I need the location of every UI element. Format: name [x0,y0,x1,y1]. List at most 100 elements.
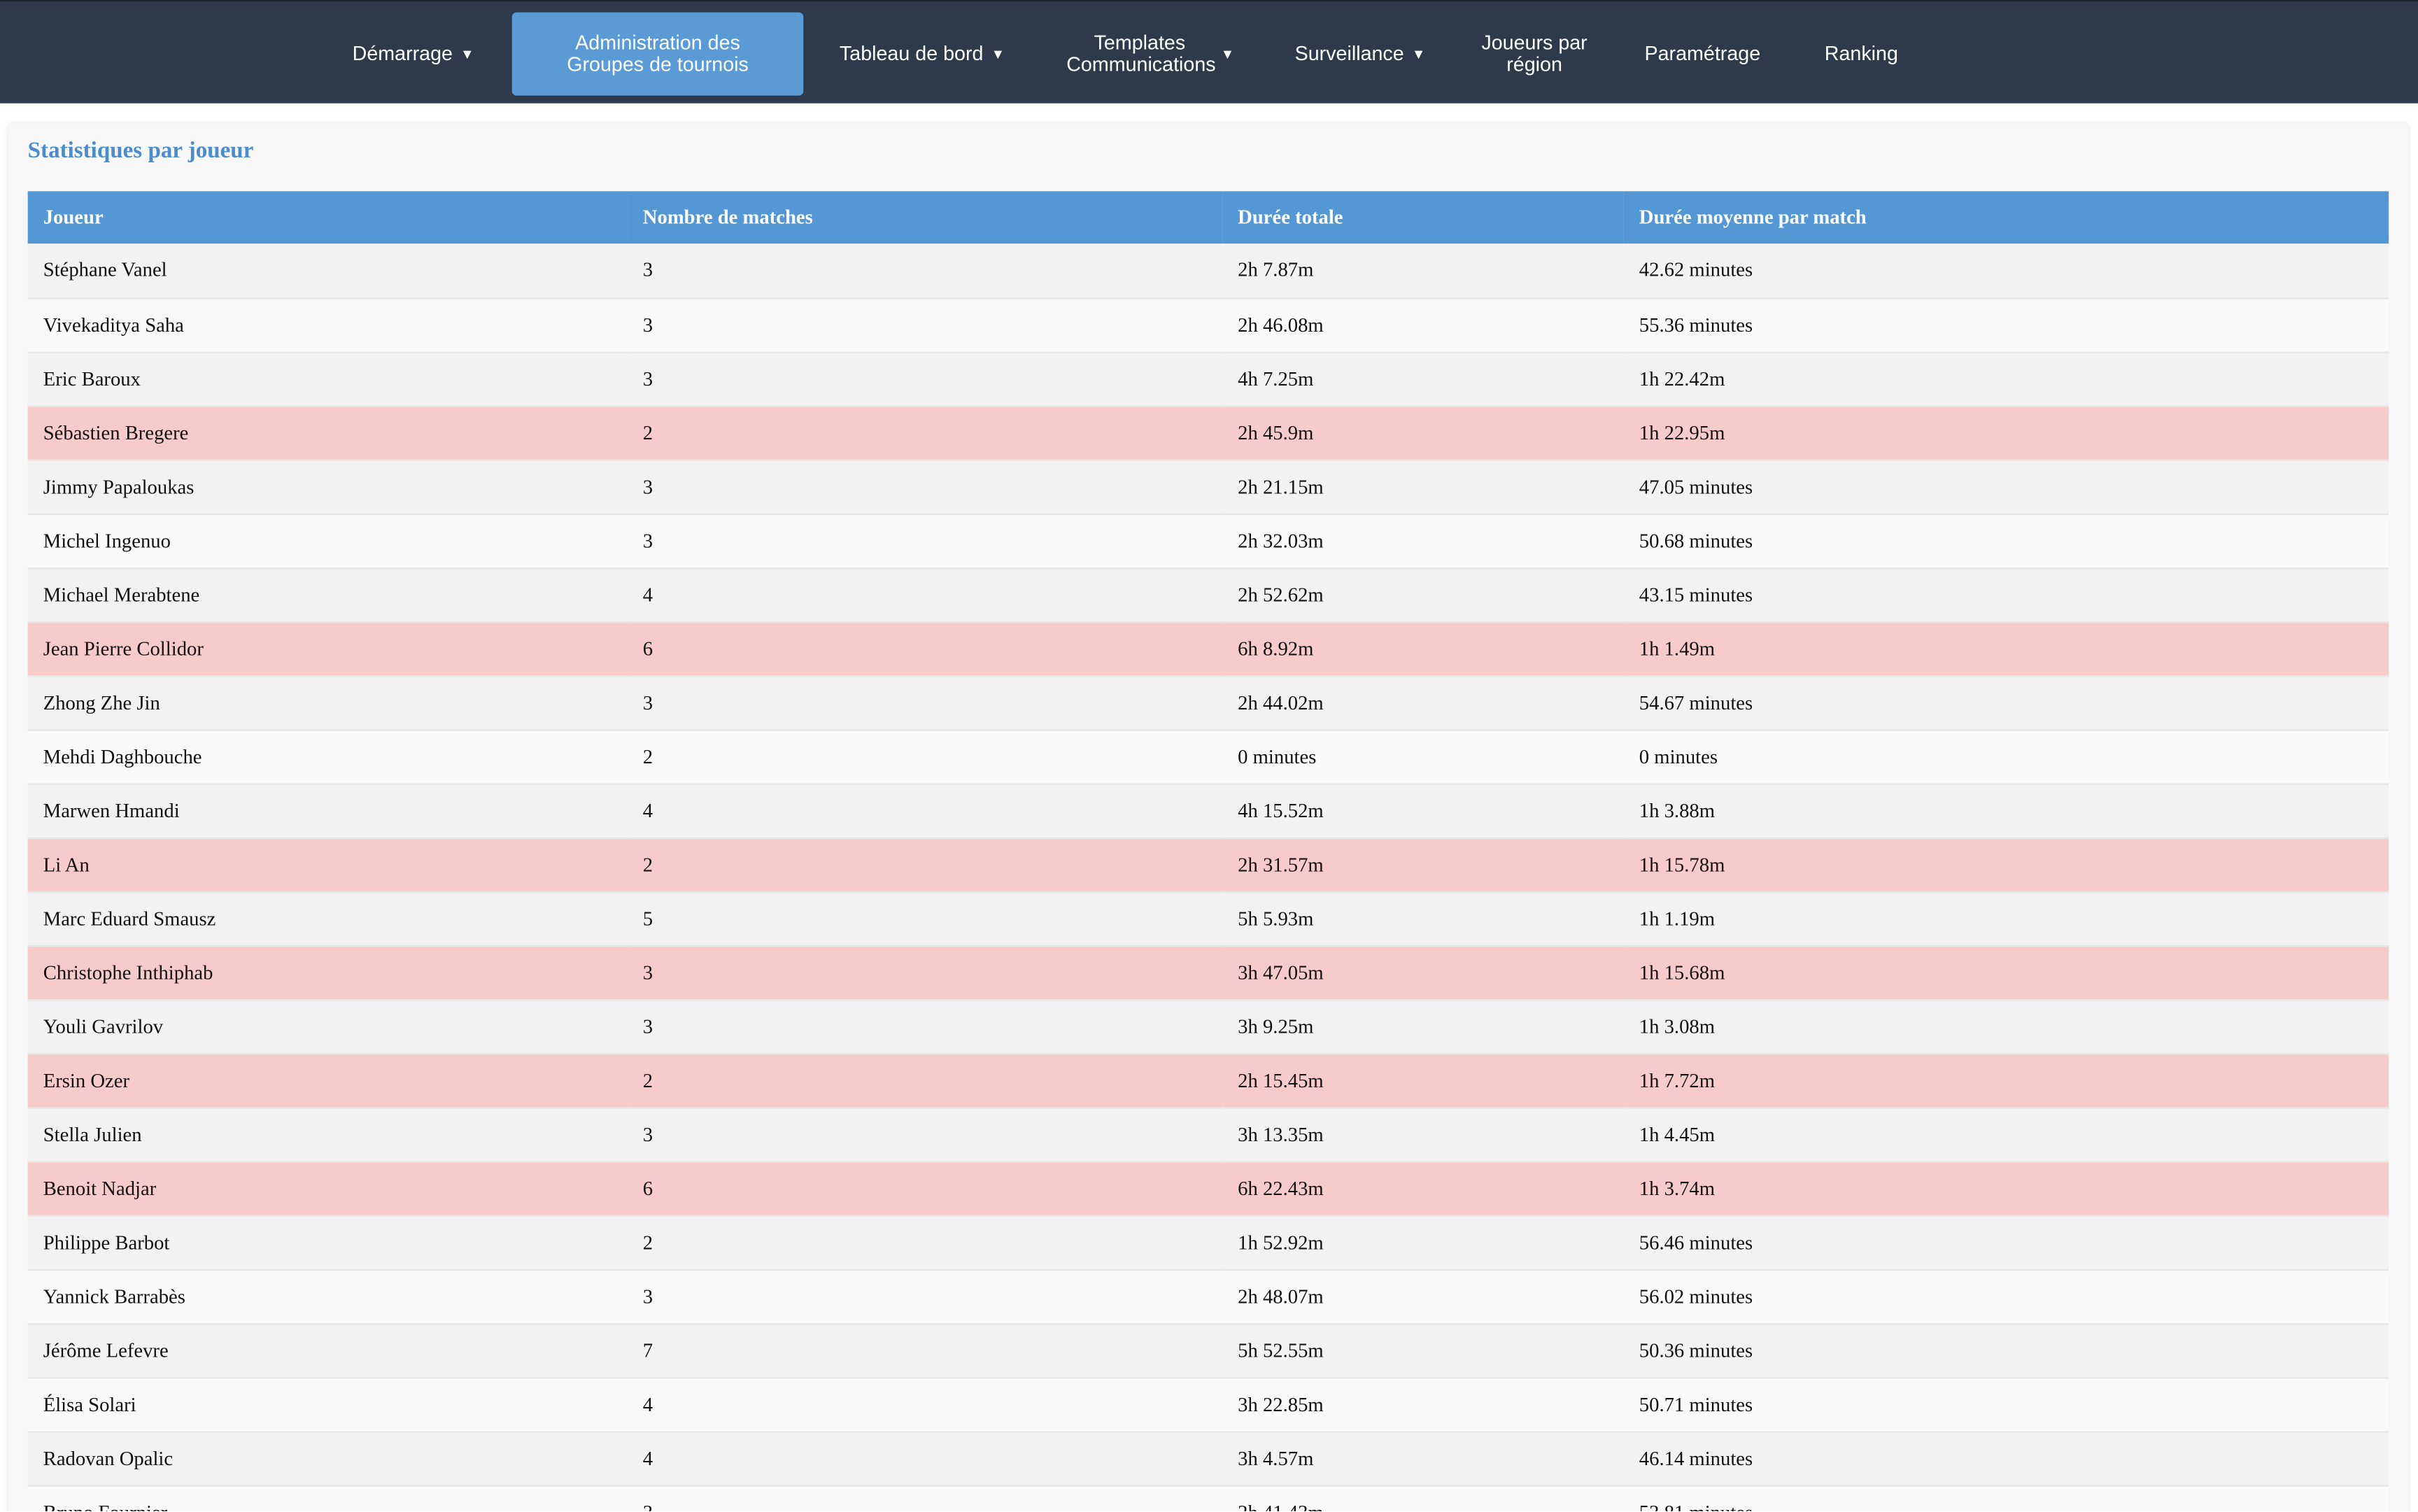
table-cell: 3h 22.85m [1222,1377,1624,1432]
table-cell: 1h 7.72m [1623,1053,2389,1108]
table-cell: 4 [627,783,1223,838]
table-cell: Stella Julien [27,1107,628,1162]
table-cell: 50.71 minutes [1623,1377,2389,1432]
table-cell: 2h 32.03m [1222,513,1624,569]
table-cell: 4h 15.52m [1222,783,1624,838]
table-cell: Mehdi Daghbouche [27,729,628,784]
table-cell: 3h 47.05m [1222,945,1624,1001]
table-cell: 50.36 minutes [1623,1323,2389,1378]
nav-item[interactable]: Paramétrage [1634,13,1770,96]
table-cell: 1h 22.42m [1623,351,2389,407]
table-cell: Radovan Opalic [27,1431,628,1486]
table-cell: Bruno Fournier [27,1485,628,1512]
table-cell: Élisa Solari [27,1377,628,1432]
table-cell: Jean Pierre Collidor [27,621,628,677]
table-cell: Jérôme Lefevre [27,1323,628,1378]
table-cell: 6 [627,1161,1223,1216]
nav-item[interactable]: Tableau de bord ▼ [833,13,1012,96]
table-row: Ersin Ozer 2 2h 15.45m 1h 7.72m [27,1053,2389,1108]
nav-label: Paramétrage [1644,41,1761,65]
table-row: Michel Ingenuo 3 2h 32.03m 50.68 minutes [27,513,2389,569]
table-cell: 2h 44.02m [1222,675,1624,730]
table-cell: 5h 52.55m [1222,1323,1624,1378]
column-header: Durée moyenne par match [1623,191,2389,244]
table-row: Youli Gavrilov 3 3h 9.25m 1h 3.08m [27,999,2389,1054]
table-cell: 1h 3.74m [1623,1161,2389,1216]
table-cell: Jimmy Papaloukas [27,459,628,515]
header-row: Joueur Nombre de matches Durée totale Durée… [27,191,2389,244]
table-row: Christophe Inthiphab 3 3h 47.05m 1h 15.68m [27,945,2389,1001]
table-cell: 56.46 minutes [1623,1215,2389,1271]
table-cell: 1h 22.95m [1623,405,2389,460]
stats-table: Joueur Nombre de matches Durée totale Durée… [27,191,2389,1512]
table-cell: 2h 41.43m [1222,1485,1624,1512]
table-cell: 46.14 minutes [1623,1431,2389,1486]
nav-label: Templates Communications [1066,31,1216,76]
table-row: Vivekaditya Saha 3 2h 46.08m 55.36 minutes [27,297,2389,353]
table-row: Élisa Solari 4 3h 22.85m 50.71 minutes [27,1377,2389,1432]
table-cell: Vivekaditya Saha [27,297,628,353]
table-cell: 2h 7.87m [1222,243,1624,299]
table-cell: Youli Gavrilov [27,999,628,1054]
table-cell: Zhong Zhe Jin [27,675,628,730]
table-row: Philippe Barbot 2 1h 52.92m 56.46 minutes [27,1215,2389,1271]
table-cell: 2 [627,1215,1223,1271]
table-cell: 2h 46.08m [1222,297,1624,353]
table-row: Jimmy Papaloukas 3 2h 21.15m 47.05 minutes [27,459,2389,515]
table-cell: 3 [627,999,1223,1054]
table-cell: Michel Ingenuo [27,513,628,569]
table-cell: Ersin Ozer [27,1053,628,1108]
table-cell: 6h 22.43m [1222,1161,1624,1216]
table-cell: 5 [627,891,1223,947]
section-title: Statistiques par joueur [27,139,254,164]
dropdown-arrow: ▼ [1411,46,1426,62]
table-cell: 3 [627,1485,1223,1512]
table-cell: Michael Merabtene [27,567,628,623]
table-cell: 1h 1.19m [1623,891,2389,947]
table-cell: 2 [627,1053,1223,1108]
table-cell: 3h 13.35m [1222,1107,1624,1162]
table-cell: 3 [627,243,1223,299]
table-cell: 5h 5.93m [1222,891,1624,947]
nav-item[interactable]: Templates Communications ▼ [1061,13,1240,96]
nav-label: Démarrage [352,41,453,65]
table-cell: 1h 3.88m [1623,783,2389,838]
table-row: Benoit Nadjar 6 6h 22.43m 1h 3.74m [27,1161,2389,1216]
table-cell: 7 [627,1323,1223,1378]
table-row: Eric Baroux 3 4h 7.25m 1h 22.42m [27,351,2389,407]
table-row: Jérôme Lefevre 7 5h 52.55m 50.36 minutes [27,1323,2389,1378]
table-cell: 2 [627,729,1223,784]
table-cell: 55.36 minutes [1623,297,2389,353]
nav-bar: Démarrage ▼ Administration des Groupes de … [0,0,2418,104]
table-cell: Stéphane Vanel [27,243,628,299]
table-cell: 54.67 minutes [1623,675,2389,730]
table-cell: 2h 15.45m [1222,1053,1624,1108]
table-cell: 3 [627,675,1223,730]
table-cell: Marwen Hmandi [27,783,628,838]
table-cell: 2 [627,837,1223,893]
table-cell: 3h 4.57m [1222,1431,1624,1486]
nav-item[interactable]: Ranking [1812,13,1911,96]
table-cell: Yannick Barrabès [27,1269,628,1324]
table-cell: 1h 1.49m [1623,621,2389,677]
table-row: Mehdi Daghbouche 2 0 minutes 0 minutes [27,729,2389,784]
nav-item[interactable]: Surveillance ▼ [1287,13,1432,96]
table-cell: 1h 4.45m [1623,1107,2389,1162]
table-row: Yannick Barrabès 3 2h 48.07m 56.02 minutes [27,1269,2389,1324]
table-cell: 42.62 minutes [1623,243,2389,299]
nav-item[interactable]: Démarrage ▼ [352,13,475,96]
dropdown-arrow: ▼ [460,46,474,62]
table-cell: 3 [627,1269,1223,1324]
table-cell: 56.02 minutes [1623,1269,2389,1324]
nav-label: Joueurs par région [1481,31,1588,76]
table-cell: 4 [627,1377,1223,1432]
nav-item[interactable]: Joueurs par région [1480,13,1588,96]
table-row: Michael Merabtene 4 2h 52.62m 43.15 minutes [27,567,2389,623]
dropdown-arrow: ▼ [1220,46,1235,62]
nav-item[interactable]: Administration des Groupes de tournois [511,12,804,96]
column-header: Durée totale [1222,191,1624,244]
table-row: Li An 2 2h 31.57m 1h 15.78m [27,837,2389,893]
table-row: Jean Pierre Collidor 6 6h 8.92m 1h 1.49m [27,621,2389,677]
